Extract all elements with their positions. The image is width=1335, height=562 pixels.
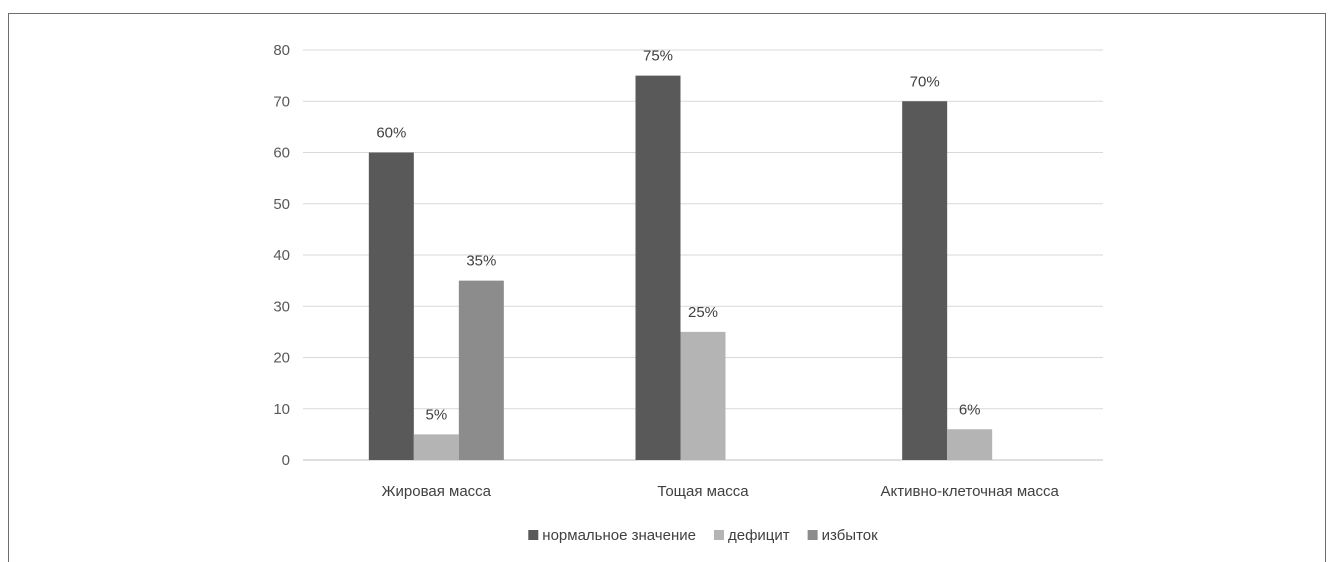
bar [635,75,681,460]
legend-item: нормальное значение [528,527,696,544]
y-axis-ticks: 0 10 20 30 40 50 60 70 80 [273,42,290,469]
legend-swatch [713,530,724,540]
bar [458,280,504,460]
x-category-label: Жировая масса [382,483,492,500]
legend: нормальное значение дефицит избыток [528,527,878,544]
chart-frame [8,13,1326,562]
y-tick-label: 70 [273,93,290,110]
legend-label: избыток [822,527,879,544]
data-label: 25% [688,304,718,321]
y-tick-label: 30 [273,298,290,315]
y-tick-label: 10 [273,401,290,418]
y-tick-label: 60 [273,145,290,162]
data-label: 70% [910,73,940,90]
data-label: 75% [643,48,673,65]
bar [413,434,459,460]
data-labels: 60% 5% 35% 75% 25% 70% 6% [376,48,980,424]
x-category-label: Тощая масса [657,483,749,500]
legend-label: нормальное значение [542,527,696,544]
legend-label: дефицит [728,527,790,544]
y-tick-label: 0 [282,452,290,469]
data-label: 5% [425,406,447,423]
legend-item: избыток [807,527,879,544]
bar [680,331,726,460]
y-tick-label: 50 [273,196,290,213]
x-axis-categories: Жировая масса Тощая масса Активно-клеточна… [382,483,1060,500]
data-label: 60% [376,125,406,142]
data-label: 35% [466,253,496,270]
legend-item: дефицит [713,527,790,544]
bar [947,429,993,460]
legend-swatch [807,530,818,540]
legend-swatch [528,530,539,540]
y-tick-label: 20 [273,350,290,367]
data-label: 6% [959,401,981,418]
x-category-label: Активно-клеточная масса [880,483,1059,500]
y-tick-label: 40 [273,247,290,264]
bars [368,75,993,460]
bar [368,152,414,460]
bar [902,101,948,460]
y-tick-label: 80 [273,42,290,59]
